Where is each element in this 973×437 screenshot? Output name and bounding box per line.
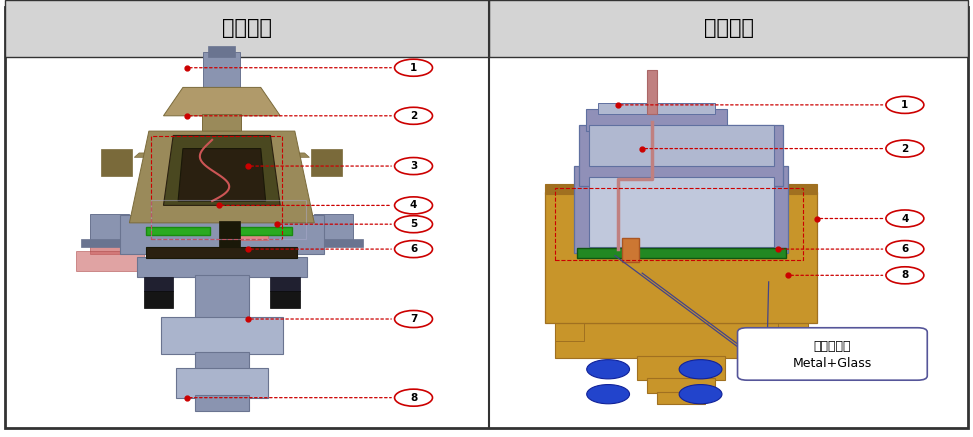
Circle shape <box>679 360 722 379</box>
Text: 개발제품: 개발제품 <box>703 18 754 38</box>
Bar <box>146 227 210 235</box>
Text: 2: 2 <box>410 111 417 121</box>
Circle shape <box>395 108 432 124</box>
Bar <box>579 125 783 186</box>
Circle shape <box>587 360 630 379</box>
Text: 8: 8 <box>410 393 417 402</box>
Circle shape <box>395 389 432 406</box>
Bar <box>589 125 774 166</box>
Circle shape <box>395 240 432 258</box>
Bar <box>555 319 584 341</box>
Polygon shape <box>163 87 280 116</box>
Circle shape <box>886 267 924 284</box>
Bar <box>208 46 235 57</box>
Bar <box>219 221 240 247</box>
Polygon shape <box>134 149 309 157</box>
Circle shape <box>395 310 432 328</box>
Text: 4: 4 <box>901 214 909 223</box>
Circle shape <box>587 385 630 404</box>
Circle shape <box>679 385 722 404</box>
Circle shape <box>395 216 432 232</box>
Bar <box>144 291 173 308</box>
Bar <box>151 200 306 239</box>
Circle shape <box>395 59 432 76</box>
Text: 5: 5 <box>410 219 417 229</box>
Text: 3: 3 <box>410 161 417 171</box>
Bar <box>90 214 129 243</box>
Text: 2: 2 <box>901 144 909 153</box>
Bar <box>81 239 139 247</box>
Bar <box>270 291 300 308</box>
Bar <box>195 352 249 369</box>
Polygon shape <box>178 149 266 201</box>
Bar <box>589 177 774 247</box>
Bar <box>647 70 657 114</box>
Bar <box>175 368 268 398</box>
Bar <box>144 277 173 291</box>
FancyBboxPatch shape <box>738 328 927 380</box>
Text: 4: 4 <box>410 201 417 210</box>
Circle shape <box>886 140 924 157</box>
Bar <box>647 378 715 393</box>
Bar <box>555 188 803 260</box>
Text: 1: 1 <box>410 63 417 73</box>
Circle shape <box>886 210 924 227</box>
Bar <box>489 0 968 57</box>
Text: 7: 7 <box>410 314 417 324</box>
Bar <box>555 323 808 358</box>
Circle shape <box>886 97 924 113</box>
Bar <box>120 215 324 254</box>
Text: 기존제품: 기존제품 <box>222 18 272 38</box>
Bar <box>76 251 144 271</box>
Bar <box>622 238 639 262</box>
Bar <box>311 149 342 176</box>
Bar <box>90 226 129 254</box>
Bar <box>162 317 282 354</box>
Bar <box>576 248 785 258</box>
Text: 6: 6 <box>901 244 909 254</box>
Bar <box>230 227 292 235</box>
Text: 6: 6 <box>410 244 417 254</box>
Bar <box>151 136 282 239</box>
Circle shape <box>886 240 924 258</box>
Bar <box>545 184 817 194</box>
Bar <box>234 229 268 240</box>
Bar <box>195 395 249 411</box>
Polygon shape <box>163 135 280 205</box>
Text: 이중접합부: 이중접합부 <box>813 340 851 353</box>
Bar <box>202 114 241 131</box>
Bar <box>778 319 808 341</box>
Circle shape <box>395 197 432 214</box>
Bar <box>314 214 353 243</box>
Bar <box>637 356 725 380</box>
Text: 1: 1 <box>901 100 909 110</box>
Polygon shape <box>129 131 314 223</box>
Bar <box>270 277 300 291</box>
Text: Metal+Glass: Metal+Glass <box>793 357 872 370</box>
Bar <box>101 149 132 176</box>
Bar <box>598 103 715 114</box>
Circle shape <box>395 158 432 174</box>
Bar <box>203 52 240 105</box>
Text: 8: 8 <box>901 271 909 280</box>
Bar <box>136 257 307 277</box>
Bar <box>5 0 489 57</box>
Bar <box>586 109 728 131</box>
Bar <box>545 192 817 323</box>
Bar <box>147 247 298 258</box>
Bar <box>657 392 705 404</box>
Bar <box>305 239 363 247</box>
Bar <box>195 275 249 319</box>
Bar <box>574 166 788 253</box>
